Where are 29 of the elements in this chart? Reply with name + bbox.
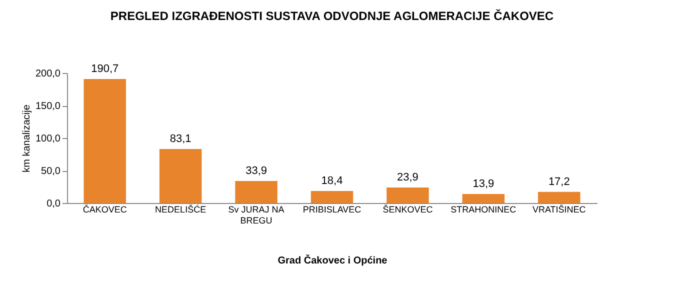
x-tick-label: STRAHONINEC xyxy=(450,204,517,214)
bar xyxy=(538,192,580,203)
data-label: 18,4 xyxy=(321,175,343,188)
bar xyxy=(235,180,278,203)
data-label: 33,9 xyxy=(246,164,267,177)
y-tick-label: 100,0 xyxy=(35,134,61,144)
data-label: 17,2 xyxy=(548,176,570,188)
y-tick-label: 150,0 xyxy=(35,101,61,112)
data-label: 190,7 xyxy=(91,63,119,76)
y-tick-label: 200,0 xyxy=(35,68,61,80)
chart-title: PREGLED IZGRAĐENOSTI SUSTAVA ODVODNJE AGLOMERACIJE ČAKOVEC xyxy=(110,9,554,24)
x-tick-label: Sv JURAJ NA BREGU xyxy=(228,204,284,226)
y-axis-title: km kanalizacije xyxy=(21,104,32,172)
x-tick-label: ČAKOVEC xyxy=(82,204,128,214)
data-label: 23,9 xyxy=(397,171,418,184)
data-label: 83,1 xyxy=(170,132,192,145)
bar xyxy=(84,79,126,203)
x-tick-label: ŠENKOVEC xyxy=(382,204,434,214)
bar xyxy=(386,187,429,203)
bar xyxy=(159,148,202,203)
x-tick-label: NEDELIŠĆE xyxy=(155,204,206,214)
y-tick-label: 0,0 xyxy=(46,198,61,210)
x-axis-title: Grad Čakovec i Općine xyxy=(278,254,388,266)
bar xyxy=(462,194,505,203)
x-tick-label: VRATIŠINEC xyxy=(532,204,586,214)
y-tick-label: 50,0 xyxy=(41,166,61,177)
data-label: 13,9 xyxy=(472,178,494,190)
x-tick-label: PRIBISLAVEC xyxy=(302,204,362,214)
bar xyxy=(310,191,354,203)
